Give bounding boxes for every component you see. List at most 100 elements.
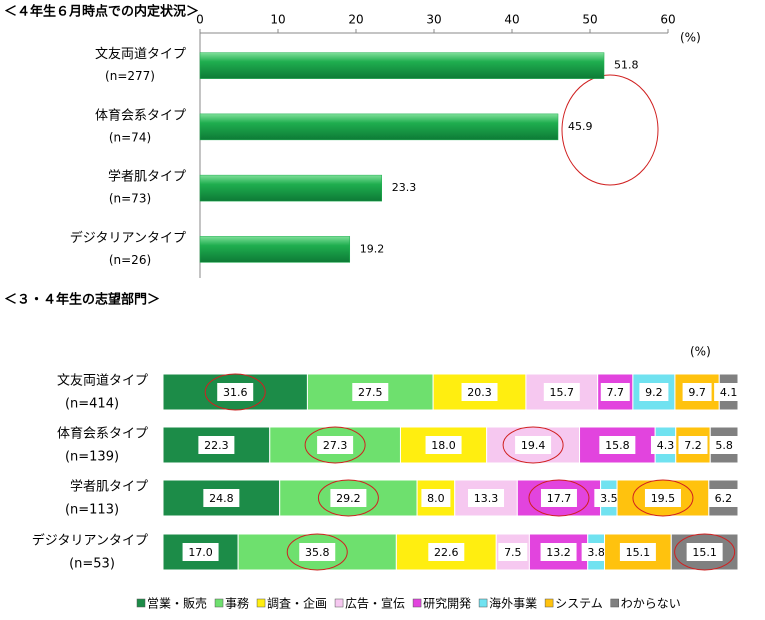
value-label: 13.2 — [546, 546, 571, 559]
bar — [199, 52, 605, 79]
value-label: 6.2 — [715, 492, 733, 505]
value-label: 19.4 — [521, 439, 546, 452]
highlight-ellipse — [674, 533, 736, 571]
value-label: 27.3 — [323, 439, 348, 452]
value-label: 5.8 — [715, 439, 733, 452]
value-label-box — [428, 543, 465, 561]
value-label: 9.7 — [688, 386, 706, 399]
value-label-box — [709, 436, 739, 454]
value-label: 8.0 — [427, 492, 445, 505]
value-label: 45.9 — [568, 120, 593, 133]
x-tick-label: 0 — [196, 13, 204, 27]
legend-swatch — [214, 598, 224, 608]
value-label-box — [182, 543, 219, 561]
value-label-box — [468, 489, 505, 507]
legend-swatch — [478, 598, 488, 608]
value-label: 7.2 — [684, 439, 702, 452]
value-label-box — [644, 489, 681, 507]
value-label: 17.7 — [547, 492, 572, 505]
category-label: 学者肌タイプ — [70, 479, 148, 495]
legend-swatch — [334, 598, 344, 608]
legend-label: わからない — [621, 597, 681, 611]
value-label: 35.8 — [305, 546, 330, 559]
value-label: 7.7 — [607, 386, 625, 399]
chart-title: ＜３・４年生の志望部門＞ — [4, 292, 160, 308]
value-label-box — [600, 383, 630, 401]
category-label: 体育会系タイプ — [57, 426, 148, 442]
category-label: 体育会系タイプ — [95, 107, 186, 123]
legend-label: 調査・企画 — [267, 596, 327, 611]
value-label-box — [352, 383, 389, 401]
bar — [199, 236, 351, 263]
legend-swatch — [412, 598, 422, 608]
highlight-ellipse — [317, 479, 379, 517]
value-label: 51.8 — [614, 59, 639, 72]
x-tick-label: 10 — [270, 13, 285, 27]
value-label-box — [299, 543, 336, 561]
value-label-box — [650, 436, 680, 454]
x-tick-label: 60 — [660, 13, 675, 27]
sample-size-label: (n=414) — [65, 397, 119, 412]
legend-label: 研究開発 — [423, 596, 471, 611]
value-label-box — [678, 436, 708, 454]
value-label-box — [540, 543, 577, 561]
value-label: 3.8 — [587, 546, 605, 559]
value-label: 24.8 — [209, 492, 234, 505]
value-label-box — [543, 383, 580, 401]
value-label-box — [203, 489, 240, 507]
legend-label: 営業・販売 — [147, 596, 207, 611]
value-label-box — [540, 489, 577, 507]
category-label: デジタリアンタイプ — [70, 230, 186, 246]
value-label: 20.3 — [467, 386, 492, 399]
unit-label: (%) — [690, 345, 711, 359]
value-label: 18.0 — [431, 439, 456, 452]
highlight-ellipse — [286, 533, 348, 571]
value-label-box — [581, 543, 611, 561]
category-label: デジタリアンタイプ — [32, 533, 148, 549]
value-label: 19.2 — [360, 242, 385, 255]
legend-swatch — [610, 598, 619, 608]
value-label: 15.8 — [605, 439, 630, 452]
value-label: 15.7 — [550, 386, 575, 399]
legend-label: 広告・宣伝 — [345, 596, 405, 611]
highlight-ellipse — [304, 426, 366, 464]
legend-swatch — [136, 598, 146, 608]
value-label-box — [619, 543, 656, 561]
value-label: 17.0 — [188, 546, 213, 559]
value-label-box — [330, 489, 367, 507]
legend-swatch — [256, 598, 266, 608]
value-label-box — [639, 383, 669, 401]
sample-size-label: (n=73) — [109, 192, 151, 206]
value-label-box — [421, 489, 451, 507]
value-label-box — [594, 489, 624, 507]
sample-size-label: (n=139) — [65, 450, 119, 465]
highlight-ellipse — [502, 426, 564, 464]
category-label: 学者肌タイプ — [108, 169, 186, 185]
bar — [199, 113, 559, 141]
sample-size-label: (n=74) — [109, 130, 151, 144]
value-label-box — [714, 383, 744, 401]
value-label-box — [682, 383, 712, 401]
sample-size-label: (n=26) — [109, 253, 151, 267]
value-label-box — [708, 489, 738, 507]
legend-swatch — [544, 598, 554, 608]
value-label-box — [498, 543, 528, 561]
sample-size-label: (n=277) — [105, 69, 155, 83]
highlight-ellipse — [204, 373, 266, 411]
value-label-box — [461, 383, 498, 401]
bar-segment — [306, 373, 434, 411]
value-label-box — [217, 383, 254, 401]
value-label: 15.1 — [692, 546, 717, 559]
value-label-box — [317, 436, 354, 454]
value-label: 13.3 — [474, 492, 499, 505]
highlight-ellipse — [561, 74, 659, 186]
bar — [199, 174, 382, 202]
value-label: 29.2 — [336, 492, 361, 505]
sample-size-label: (n=53) — [69, 557, 115, 572]
unit-label: (%) — [680, 31, 701, 45]
value-label: 4.3 — [657, 439, 675, 452]
value-label: 19.5 — [651, 492, 676, 505]
value-label-box — [425, 436, 462, 454]
highlight-ellipse — [632, 479, 694, 517]
